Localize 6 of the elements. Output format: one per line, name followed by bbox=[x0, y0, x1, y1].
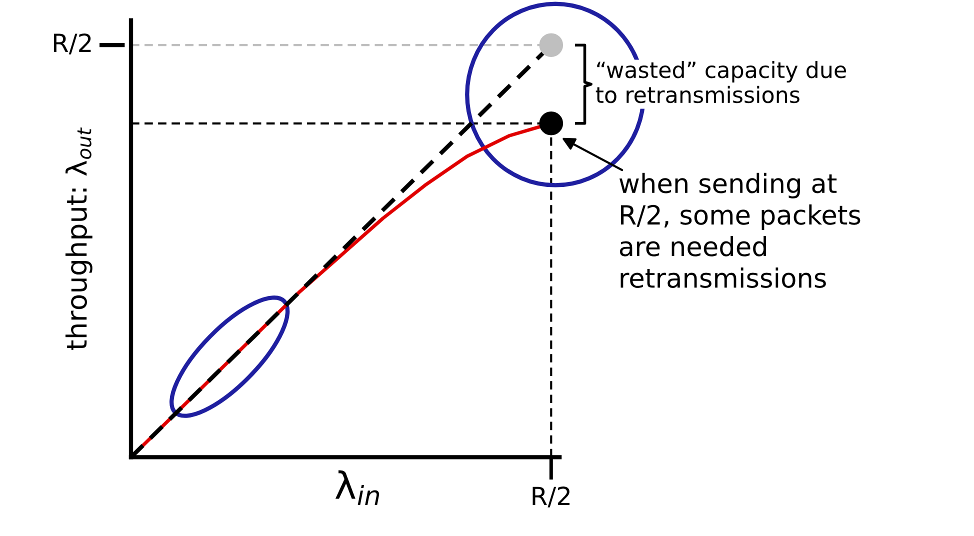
x-axis-title: λ$_{in}$ bbox=[335, 470, 380, 505]
text: R/2 bbox=[54, 33, 91, 54]
text: R/2 bbox=[532, 486, 570, 508]
text: when sending at R/2, some packets are needed retransmissions bbox=[619, 172, 860, 288]
y-axis-title: throughput: λ$_{out}$ bbox=[65, 127, 92, 350]
text: “wasted” capacity due to retransmissions bbox=[596, 61, 846, 104]
